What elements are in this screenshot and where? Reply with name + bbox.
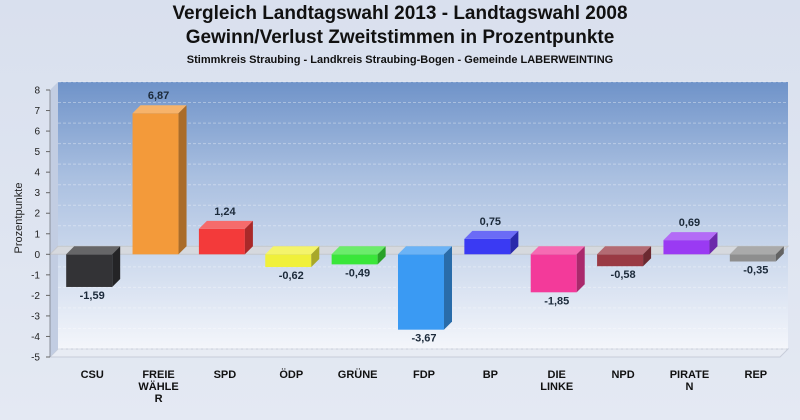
bar-top <box>663 232 718 241</box>
bar-front <box>530 254 577 293</box>
value-label: -1,59 <box>80 290 105 302</box>
y-tick-label: 7 <box>34 106 40 117</box>
value-label: -0,58 <box>611 269 636 281</box>
bar-side <box>444 246 452 330</box>
bar-fdp <box>398 246 452 330</box>
bar-top <box>331 246 386 255</box>
x-tick-label: REP <box>745 369 768 381</box>
y-tick-label: 4 <box>34 168 40 179</box>
bar-side <box>244 220 253 255</box>
bar-piraten <box>663 232 718 255</box>
y-tick-label: 6 <box>34 127 40 138</box>
y-tick-label: 1 <box>34 229 40 240</box>
bar-rep <box>729 246 784 262</box>
bar-side <box>643 246 652 267</box>
bar-side <box>510 230 519 255</box>
x-tick-label: R <box>155 393 163 405</box>
x-tick-label: WÄHLE <box>138 380 178 393</box>
value-label: 1,24 <box>214 206 236 218</box>
bar-grüne <box>331 246 386 265</box>
bar-front <box>597 254 644 267</box>
value-label: -3,67 <box>411 333 436 345</box>
bar-front <box>132 113 179 255</box>
value-label: 0,75 <box>480 216 501 228</box>
bar-ödp <box>265 246 320 268</box>
value-label: -1,85 <box>544 295 569 307</box>
bar-top <box>398 246 452 255</box>
chart-location: Stimmkreis Straubing - Landkreis Straubi… <box>186 54 614 66</box>
y-axis: 8 7 6 5 4 3 2 1 0 -1 -2 -3 -4 -5 Prozentpunkte <box>13 86 51 364</box>
y-tick-label: 5 <box>34 147 40 158</box>
bars <box>66 105 784 330</box>
bar-bp <box>464 230 519 255</box>
x-tick-label: DIE <box>548 369 566 381</box>
value-label: -0,35 <box>743 264 768 276</box>
x-tick-label: FDP <box>413 369 435 381</box>
bar-side <box>775 246 784 262</box>
bar-npd <box>597 246 652 267</box>
bar-side <box>178 105 187 255</box>
y-tick-label: 0 <box>34 250 40 261</box>
bar-side <box>576 246 585 293</box>
value-label: 6,87 <box>148 90 169 102</box>
bar-top <box>530 246 585 255</box>
bar-front <box>398 254 444 330</box>
bar-top <box>729 246 784 255</box>
y-tick-label: -1 <box>31 270 40 281</box>
floor <box>48 348 790 358</box>
chart-title: Vergleich Landtagswahl 2013 - Landtagswa… <box>172 3 628 24</box>
bar-side <box>709 232 718 255</box>
y-tick-label: -2 <box>31 291 40 302</box>
x-tick-label: BP <box>483 369 498 381</box>
bar-front <box>66 254 113 287</box>
bar-front <box>331 254 378 265</box>
bar-top <box>464 230 519 239</box>
bar-top <box>597 246 652 255</box>
bar-freie-wähler <box>132 105 187 255</box>
chart-subtitle: Gewinn/Verlust Zweitstimmen in Prozentpu… <box>185 27 615 48</box>
y-tick-label: -5 <box>31 353 40 364</box>
y-tick-label: -3 <box>31 311 40 322</box>
value-label: 0,69 <box>679 217 700 229</box>
bar-front <box>198 228 245 255</box>
x-tick-label: FREIE <box>142 369 174 381</box>
bar-front <box>464 238 511 255</box>
value-label: -0,49 <box>345 267 370 279</box>
value-label: -0,62 <box>279 270 304 282</box>
bar-side <box>311 246 320 268</box>
y-axis-label: Prozentpunkte <box>13 183 25 254</box>
bar-spd <box>198 220 253 255</box>
bar-csu <box>66 246 121 287</box>
x-tick-label: NPD <box>611 369 634 381</box>
y-tick-label: 8 <box>34 86 40 97</box>
bar-die-linke <box>530 246 585 293</box>
value-labels: -1,59 6,87 1,24 -0,62 -0,49 -3,67 0,75 -1,85 -0,… <box>80 90 769 344</box>
bar-top <box>66 246 121 255</box>
bar-front <box>265 254 312 268</box>
x-tick-label: N <box>685 381 693 393</box>
x-tick-label: SPD <box>214 369 237 381</box>
bar-top <box>198 220 253 229</box>
y-tick-label: 3 <box>34 188 40 199</box>
side-wall <box>50 82 58 357</box>
x-tick-label: CSU <box>81 369 104 381</box>
bar-front <box>663 240 710 255</box>
bar-front <box>729 254 776 262</box>
bar-side <box>377 246 386 265</box>
bar-side <box>112 246 121 287</box>
bar-top <box>132 105 187 114</box>
x-tick-label: PIRATE <box>670 369 710 381</box>
x-tick-label: ÖDP <box>279 368 303 381</box>
bar-top <box>265 246 320 255</box>
x-tick-label: GRÜNE <box>338 368 378 381</box>
x-tick-label: LINKE <box>540 381 573 393</box>
y-tick-label: -4 <box>31 332 40 343</box>
y-tick-label: 2 <box>34 209 40 220</box>
